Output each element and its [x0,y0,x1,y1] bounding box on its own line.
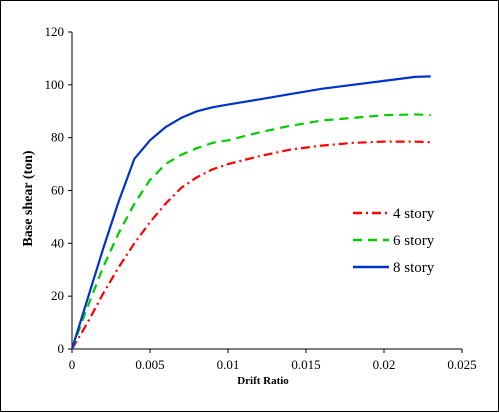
y-tick-label: 20 [51,288,64,303]
x-tick-label: 0.005 [135,357,164,372]
series-line-6-story [70,113,431,350]
series-line-8-story [70,75,431,350]
legend-label: 6 story [393,233,435,249]
y-tick-label: 100 [45,77,65,92]
x-tick-label: 0.01 [217,357,240,372]
y-tick-label: 80 [51,130,64,145]
y-tick-label: 120 [45,24,65,39]
y-tick-label: 0 [58,341,65,356]
x-tick-label: 0 [69,357,76,372]
legend-label: 4 story [393,206,435,222]
x-tick-label: 0.025 [447,357,476,372]
x-axis-title: Drift Ratio [237,375,289,387]
x-tick-label: 0.015 [291,357,320,372]
y-axis-title: Base shear (ton) [21,150,36,247]
series-line-4-story [71,140,431,350]
y-tick-label: 40 [51,235,64,250]
legend-label: 8 story [393,260,435,276]
y-tick-label: 60 [51,183,64,198]
x-tick-label: 0.02 [373,357,396,372]
